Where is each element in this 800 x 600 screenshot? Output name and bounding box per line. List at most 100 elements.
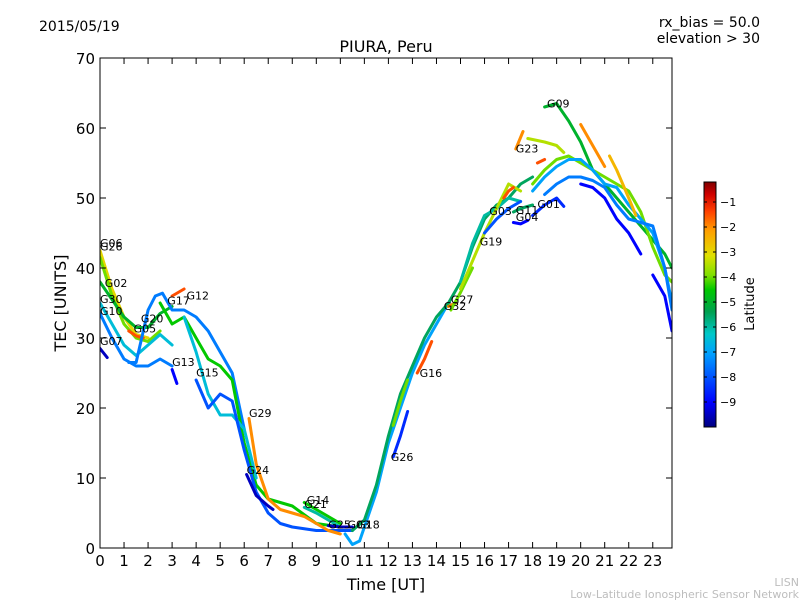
credit-network: Low-Latitude Ionospheric Sensor Network (570, 588, 799, 600)
sat-label-g14-14: G14 (307, 494, 330, 507)
y-tick-label-60: 60 (76, 120, 95, 138)
series-G12 (170, 287, 186, 298)
sat-label-g26-19: G26 (391, 451, 414, 464)
x-tick-label-19: 19 (547, 552, 566, 570)
sat-label-g13-10: G13 (172, 356, 195, 369)
series-G19 (459, 196, 523, 284)
sat-label-g16-20: G16 (420, 367, 443, 380)
sat-label-g15-11: G15 (196, 367, 219, 380)
colorbar (703, 181, 717, 428)
cbar-tick-label--5: −5 (720, 296, 736, 309)
cbar-tick-label--7: −7 (720, 346, 736, 359)
x-tick-label-3: 3 (167, 552, 177, 570)
sat-label-g05-6: G05 (134, 322, 157, 335)
sat-label-g01-28: G01 (537, 198, 560, 211)
colorbar-label: Latitude (743, 277, 758, 331)
cbar-tick-label--9: −9 (720, 396, 736, 409)
y-tick-label-30: 30 (76, 330, 95, 348)
x-tick-label-12: 12 (379, 552, 398, 570)
cbar-tick-label--2: −2 (720, 221, 736, 234)
x-tick-label-4: 4 (191, 552, 201, 570)
series-G09b (531, 154, 672, 284)
x-tick-label-16: 16 (475, 552, 494, 570)
sat-label-g10-4: G10 (100, 305, 123, 318)
series-G26 (391, 410, 410, 459)
y-tick-label-20: 20 (76, 400, 95, 418)
sat-label-g11-26: G11 (516, 204, 539, 217)
x-axis-label: Time [UT] (346, 575, 425, 594)
series-G18 (343, 301, 450, 546)
x-tick-label-20: 20 (571, 552, 590, 570)
sat-label-g30-3: G30 (100, 293, 123, 306)
cbar-tick-label--3: −3 (720, 246, 736, 259)
series-G15 (182, 315, 258, 480)
sat-label-g23-25: G23 (516, 143, 539, 156)
x-tick-label-11: 11 (355, 552, 374, 570)
x-tick-label-5: 5 (215, 552, 225, 570)
sat-label-g24-13: G24 (247, 464, 270, 477)
elevation-label: elevation > 30 (657, 31, 760, 47)
sat-label-g18-18: G18 (357, 518, 380, 531)
x-tick-label-15: 15 (451, 552, 470, 570)
x-tick-label-2: 2 (143, 552, 153, 570)
series-G07 (100, 347, 109, 360)
series-G01 (531, 196, 566, 217)
sat-label-g04-27: G04 (516, 211, 539, 224)
cbar-tick-label--4: −4 (720, 271, 736, 284)
axis-ticks: 0 1 2 3 4 5 6 7 8 9 10 11 12 13 14 15 16 17 18 19 20 21 22 2301… (76, 50, 672, 570)
sat-label-g17-8: G17 (167, 294, 190, 307)
series-G02 (100, 280, 174, 329)
cbar-tick-label--1: −1 (720, 196, 736, 209)
series-G03 (483, 200, 523, 235)
series-G25 (326, 524, 354, 529)
x-tick-label-22: 22 (619, 552, 638, 570)
sat-label-g12-9: G12 (187, 290, 210, 303)
x-tick-label-10: 10 (331, 552, 350, 570)
sat-label-g19-23: G19 (480, 236, 503, 249)
x-tick-label-17: 17 (499, 552, 518, 570)
series-G10 (100, 312, 174, 368)
sat-label-g27-21: G27 (451, 294, 474, 307)
y-axis-label: TEC [UNITS] (51, 255, 70, 353)
sat-label-g03-17: G03 (348, 518, 371, 531)
cbar-tick-label--8: −8 (720, 371, 736, 384)
sat-label-g20-7: G20 (141, 313, 164, 326)
sat-label-g03-24: G03 (489, 205, 512, 218)
sat-label-g06-0: G06 (100, 237, 123, 250)
series-G23 (514, 130, 525, 151)
series-G30 (100, 301, 174, 357)
sat-label-g02-2: G02 (105, 277, 128, 290)
series-G09g (608, 154, 638, 217)
series-G14 (302, 501, 342, 525)
x-tick-label-18: 18 (523, 552, 542, 570)
series-G29 (247, 417, 342, 536)
series-G16 (391, 378, 410, 427)
colorbar-ticks: −9 −8 −7 −6 −5 −4 −3 −2 −1 (704, 196, 736, 409)
y-tick-label-50: 50 (76, 190, 95, 208)
date-label: 2015/05/19 (39, 19, 120, 35)
series-G23b (526, 137, 566, 154)
series-G09e (579, 182, 643, 256)
series-G21 (302, 505, 342, 529)
series-layer (100, 102, 672, 546)
series-G16b (415, 340, 434, 375)
x-tick-label-0: 0 (95, 552, 105, 570)
cbar-tick-label--6: −6 (720, 321, 736, 334)
sat-label-g21-15: G21 (304, 498, 327, 511)
sat-label-g26-1: G26 (100, 241, 123, 254)
rx-bias-label: rx_bias = 50.0 (659, 15, 760, 31)
series-G09f (579, 123, 607, 168)
y-tick-label-10: 10 (76, 470, 95, 488)
series-G13 (170, 368, 179, 385)
x-tick-label-14: 14 (427, 552, 446, 570)
chart-title: PIURA, Peru (339, 37, 432, 56)
series-G20 (127, 291, 246, 431)
y-tick-label-40: 40 (76, 260, 95, 278)
series-G32 (449, 266, 474, 312)
credit-lisn: LISN (774, 576, 799, 589)
series-G24 (245, 473, 275, 511)
x-tick-label-8: 8 (287, 552, 297, 570)
x-tick-label-1: 1 (119, 552, 129, 570)
series-G03b (502, 186, 515, 200)
